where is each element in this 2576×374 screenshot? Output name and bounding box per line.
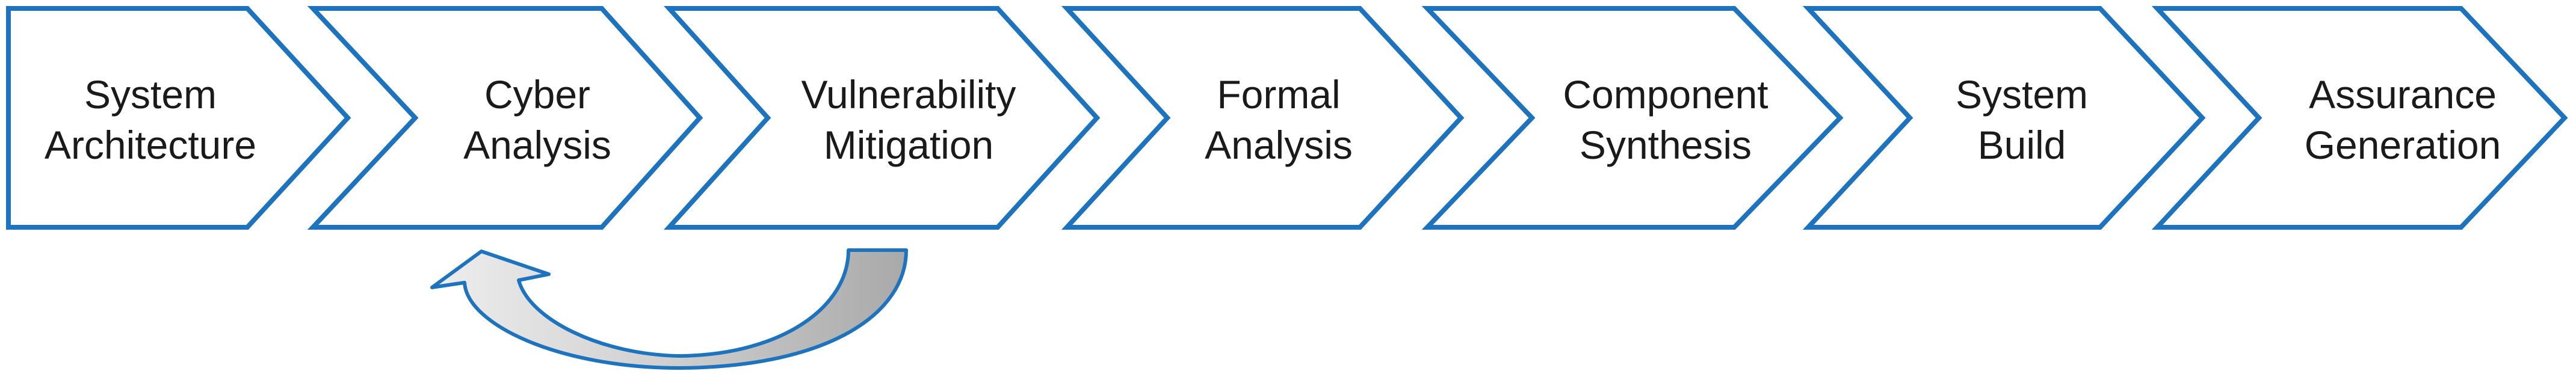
step-component-synthesis: Component Synthesis [1421,6,1844,230]
step-label-line1: Vulnerability [801,72,1016,117]
step-formal-analysis: Formal Analysis [1061,6,1465,230]
step-label-line2: Analysis [1205,123,1353,167]
step-chevron-shape [307,6,703,230]
step-chevron-shape [1421,6,1844,230]
step-chevron-shape [6,6,351,230]
curved-back-arrow-icon [430,248,908,370]
step-label-line1: System [1956,72,2088,117]
step-vulnerability-mitigation: Vulnerability Mitigation [664,6,1101,230]
step-label-line2: Architecture [45,123,256,167]
step-system-build: System Build [1802,6,2206,230]
step-chevron-shape [1061,6,1465,230]
step-label-line1: Formal [1217,72,1340,117]
step-label-line2: Synthesis [1580,123,1752,167]
step-label-line1: System [84,72,217,117]
step-chevron-shape [664,6,1101,230]
step-chevron-shape [1802,6,2206,230]
step-chevron-shape [2151,6,2568,230]
step-cyber-analysis: Cyber Analysis [307,6,703,230]
step-system-architecture: System Architecture [6,6,351,230]
step-label-line2: Build [1978,123,2066,167]
step-label-line1: Assurance [2309,72,2497,117]
loop-arrow-shape [430,248,908,370]
step-label-line2: Analysis [463,123,611,167]
step-label-line2: Generation [2305,123,2501,167]
step-label-line1: Component [1563,72,1768,117]
step-assurance-generation: Assurance Generation [2151,6,2568,230]
step-label-line2: Mitigation [824,123,993,167]
step-label-line1: Cyber [484,72,590,117]
